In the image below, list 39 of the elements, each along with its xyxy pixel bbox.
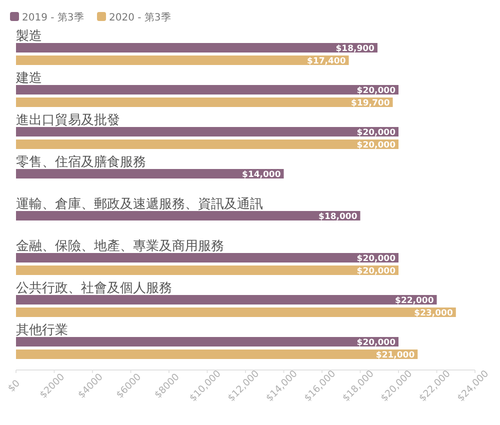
legend-label: 2020 - 第3季	[109, 12, 171, 24]
data-label: $18,000	[318, 212, 358, 222]
data-label: $20,000	[356, 266, 396, 276]
y-tick-label: 建造	[15, 71, 42, 86]
data-label: $23,000	[414, 308, 453, 318]
bar	[16, 295, 437, 304]
data-label: $18,900	[336, 44, 375, 54]
data-label: $20,000	[356, 254, 396, 264]
data-label: $20,000	[356, 86, 396, 96]
bar	[16, 43, 378, 52]
data-label: $22,000	[395, 296, 434, 306]
bar	[16, 350, 418, 359]
bar	[16, 337, 398, 346]
data-label: $19,700	[351, 98, 390, 108]
data-label: $20,000	[356, 338, 396, 348]
y-tick-label: 金融、保險、地產、專業及商用服務	[16, 239, 224, 254]
legend-label: 2019 - 第3季	[22, 12, 84, 24]
bar	[16, 85, 398, 94]
y-tick-label: 公共行政、社會及個人服務	[16, 281, 172, 296]
y-tick-label: 零售、住宿及膳食服務	[16, 154, 146, 170]
y-tick-label: 進出口貿易及批發	[16, 113, 120, 128]
y-tick-label: 製造	[16, 29, 42, 44]
data-label: $14,000	[242, 170, 281, 180]
bar	[16, 211, 360, 220]
bar	[16, 308, 456, 317]
y-tick-label: 其他行業	[16, 323, 68, 338]
y-tick-label: 運輸、倉庫、郵政及速遞服務、資訊及通訊	[16, 196, 263, 212]
bar	[16, 253, 398, 262]
bar	[16, 98, 393, 107]
bar	[16, 266, 398, 275]
data-label: $21,000	[376, 350, 415, 360]
bar	[16, 56, 349, 65]
bar	[16, 169, 284, 178]
data-label: $20,000	[356, 128, 396, 138]
bar	[16, 140, 398, 149]
x-tick-label: $0	[6, 378, 22, 394]
data-label: $20,000	[356, 140, 396, 150]
data-label: $17,400	[307, 56, 346, 66]
bar	[16, 127, 398, 136]
